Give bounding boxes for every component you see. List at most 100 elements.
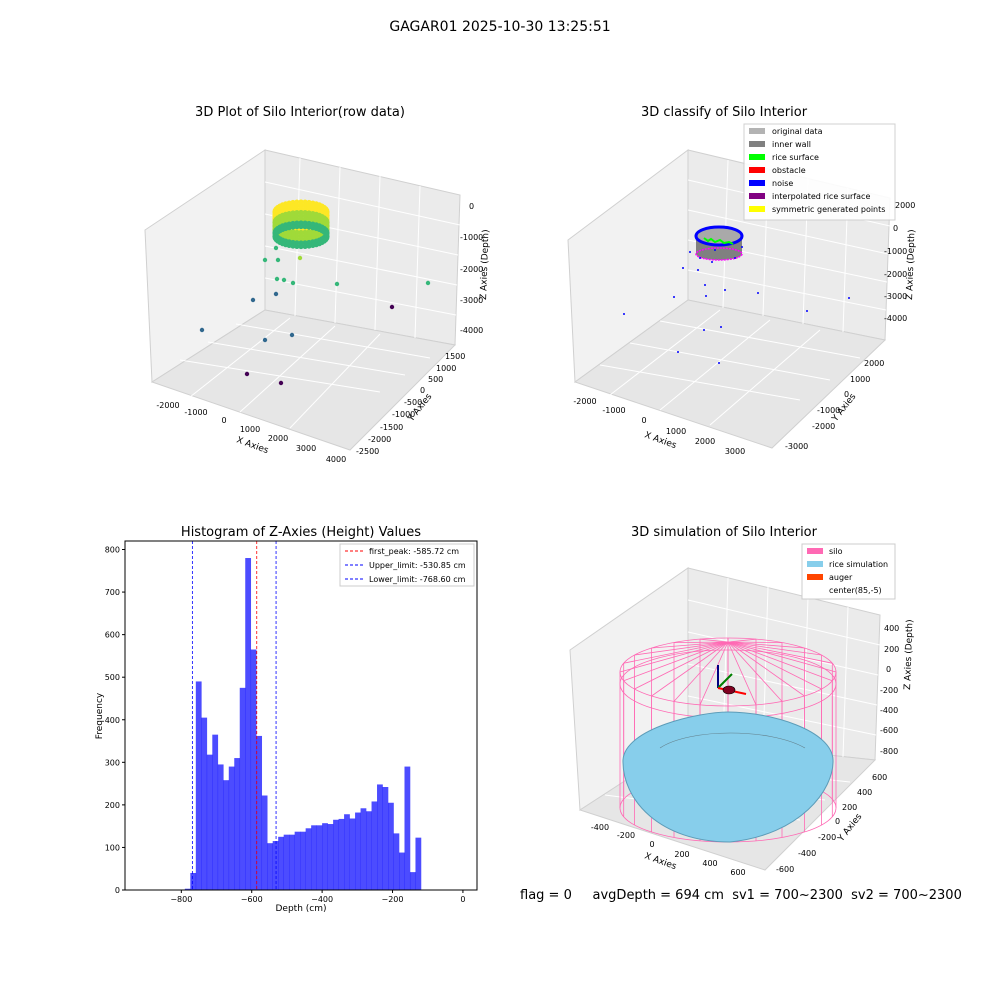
panel-simulation: 3D simulation of Silo Interior silo rice… — [569, 525, 915, 877]
panel2-x-ticks: -2000 -1000 0 1000 2000 3000 — [573, 397, 745, 456]
histogram-bar — [267, 843, 273, 890]
panel1-x-tick: 0 — [221, 416, 226, 425]
panel3-title: Histogram of Z-Axies (Height) Values — [181, 525, 421, 540]
panel2-y-ticks: -3000 -2000 -1000 0 1000 2000 — [785, 359, 884, 451]
silo-roof-line — [727, 641, 805, 649]
legend-swatch — [749, 206, 765, 212]
histogram-x-label: Depth (cm) — [275, 904, 326, 914]
histogram-bar — [294, 831, 301, 890]
avg-depth-text: avgDepth = 694 cm — [592, 888, 724, 903]
scatter-point — [285, 240, 291, 246]
panel1-z-label: Z Axies (Depth) — [479, 229, 491, 300]
silo-roof-line — [651, 641, 729, 697]
scatter-point — [294, 243, 300, 249]
status-footer: flag = 0 avgDepth = 694 cm sv1 = 700~230… — [520, 888, 962, 903]
legend-swatch — [749, 167, 765, 173]
panel2-z-tick: 0 — [893, 224, 898, 233]
histogram-bar — [409, 872, 416, 890]
panel2-bottom-ring — [695, 247, 743, 261]
noise-point — [720, 326, 722, 328]
grid-line — [687, 209, 889, 255]
legend-swatch — [807, 587, 823, 593]
histogram-bar — [256, 735, 263, 890]
panel1-y-tick: -2000 — [368, 435, 391, 444]
page-title: GAGAR01 2025-10-30 13:25:51 — [389, 19, 610, 35]
histogram-bar — [399, 852, 405, 890]
silo-roof-line — [699, 638, 729, 643]
histogram-bar — [300, 831, 306, 890]
auger-axis-y — [717, 673, 733, 689]
scatter-point — [290, 280, 296, 286]
scatter-point — [389, 304, 395, 310]
y-tick-label: 500 — [105, 673, 120, 682]
panel1-x-label: X Axies — [235, 435, 270, 456]
silo-roof-line — [673, 641, 729, 702]
panel4-x-tick: 200 — [674, 850, 689, 859]
histogram-x-ticks: −800 −600 −400 −200 0 — [170, 890, 465, 904]
histogram-bar — [388, 802, 394, 890]
rice-simulation-body — [622, 711, 834, 843]
histogram-bar — [415, 837, 422, 890]
panel4-y-tick: 0 — [835, 817, 840, 826]
noise-point — [705, 295, 707, 297]
panel1-z-tick: 0 — [469, 202, 474, 211]
panel4-z-tick: 0 — [886, 665, 891, 674]
grid-line — [235, 323, 431, 359]
panel1-x-tick: -1000 — [184, 408, 207, 417]
scatter-point — [273, 291, 279, 297]
panel-raw-data: 3D Plot of Silo Interior(row data) -2000… — [144, 105, 491, 464]
scatter-point — [289, 332, 295, 338]
silo-roof-line — [727, 641, 757, 705]
histogram-bar — [322, 823, 328, 890]
noise-point — [623, 313, 625, 315]
grid-line — [659, 320, 861, 359]
grid-line — [687, 599, 881, 646]
y-tick-label: 300 — [105, 758, 120, 767]
panel4-x-tick: -400 — [591, 823, 609, 832]
legend-label: symmetric generated points — [772, 205, 885, 214]
panel1-y-tick: -1500 — [380, 423, 403, 432]
panel4-z-tick: 400 — [884, 624, 899, 633]
histogram-bar — [201, 717, 208, 890]
y-tick-label: 400 — [105, 716, 120, 725]
histogram-bar — [377, 784, 383, 890]
y-tick-label: 700 — [105, 588, 120, 597]
panel4-y-tick: -600 — [776, 865, 794, 874]
histogram-bar — [355, 812, 361, 890]
panel4-z-tick: -200 — [880, 686, 898, 695]
histogram-bar — [333, 819, 339, 890]
legend-swatch — [749, 180, 765, 186]
grid-line — [189, 317, 291, 398]
histogram-reference-lines — [191, 541, 277, 890]
panel2-y-tick: 2000 — [864, 359, 884, 368]
histogram-y-ticks: 0 100 200 300 400 500 600 700 800 — [105, 546, 125, 895]
legend-swatch — [807, 561, 823, 567]
noise-point — [741, 246, 743, 248]
scatter-point — [298, 243, 304, 250]
noise-point — [848, 297, 850, 299]
panel4-y-tick: 400 — [857, 788, 872, 797]
panel2-noise-points — [623, 246, 850, 364]
noise-point — [689, 251, 691, 253]
panel2-z-label: Z Axies (Depth) — [905, 229, 917, 300]
panel1-y-tick: -1000 — [392, 410, 415, 419]
legend-label-first-peak: first_peak: -585.72 cm — [369, 547, 459, 556]
grid-line — [687, 269, 887, 311]
noise-point — [699, 257, 701, 259]
scatter-point — [302, 224, 308, 230]
panel1-y-tick: 0 — [420, 386, 425, 395]
panel4-z-tick: 200 — [884, 645, 899, 654]
histogram-bar — [382, 787, 389, 890]
panel2-x-tick: -1000 — [602, 406, 625, 415]
histogram-bar — [223, 780, 230, 890]
grid-line — [414, 185, 421, 339]
panel2-z-tick: 2000 — [895, 201, 915, 210]
panel4-title: 3D simulation of Silo Interior — [631, 525, 818, 540]
panel1-z-tick: -3000 — [460, 296, 483, 305]
panel4-auger — [717, 665, 747, 695]
panel2-z-tick: -3000 — [884, 292, 907, 301]
noise-point — [714, 249, 716, 251]
histogram-bar — [206, 754, 213, 890]
histogram-bar — [393, 833, 400, 890]
legend-label: auger — [829, 573, 853, 582]
